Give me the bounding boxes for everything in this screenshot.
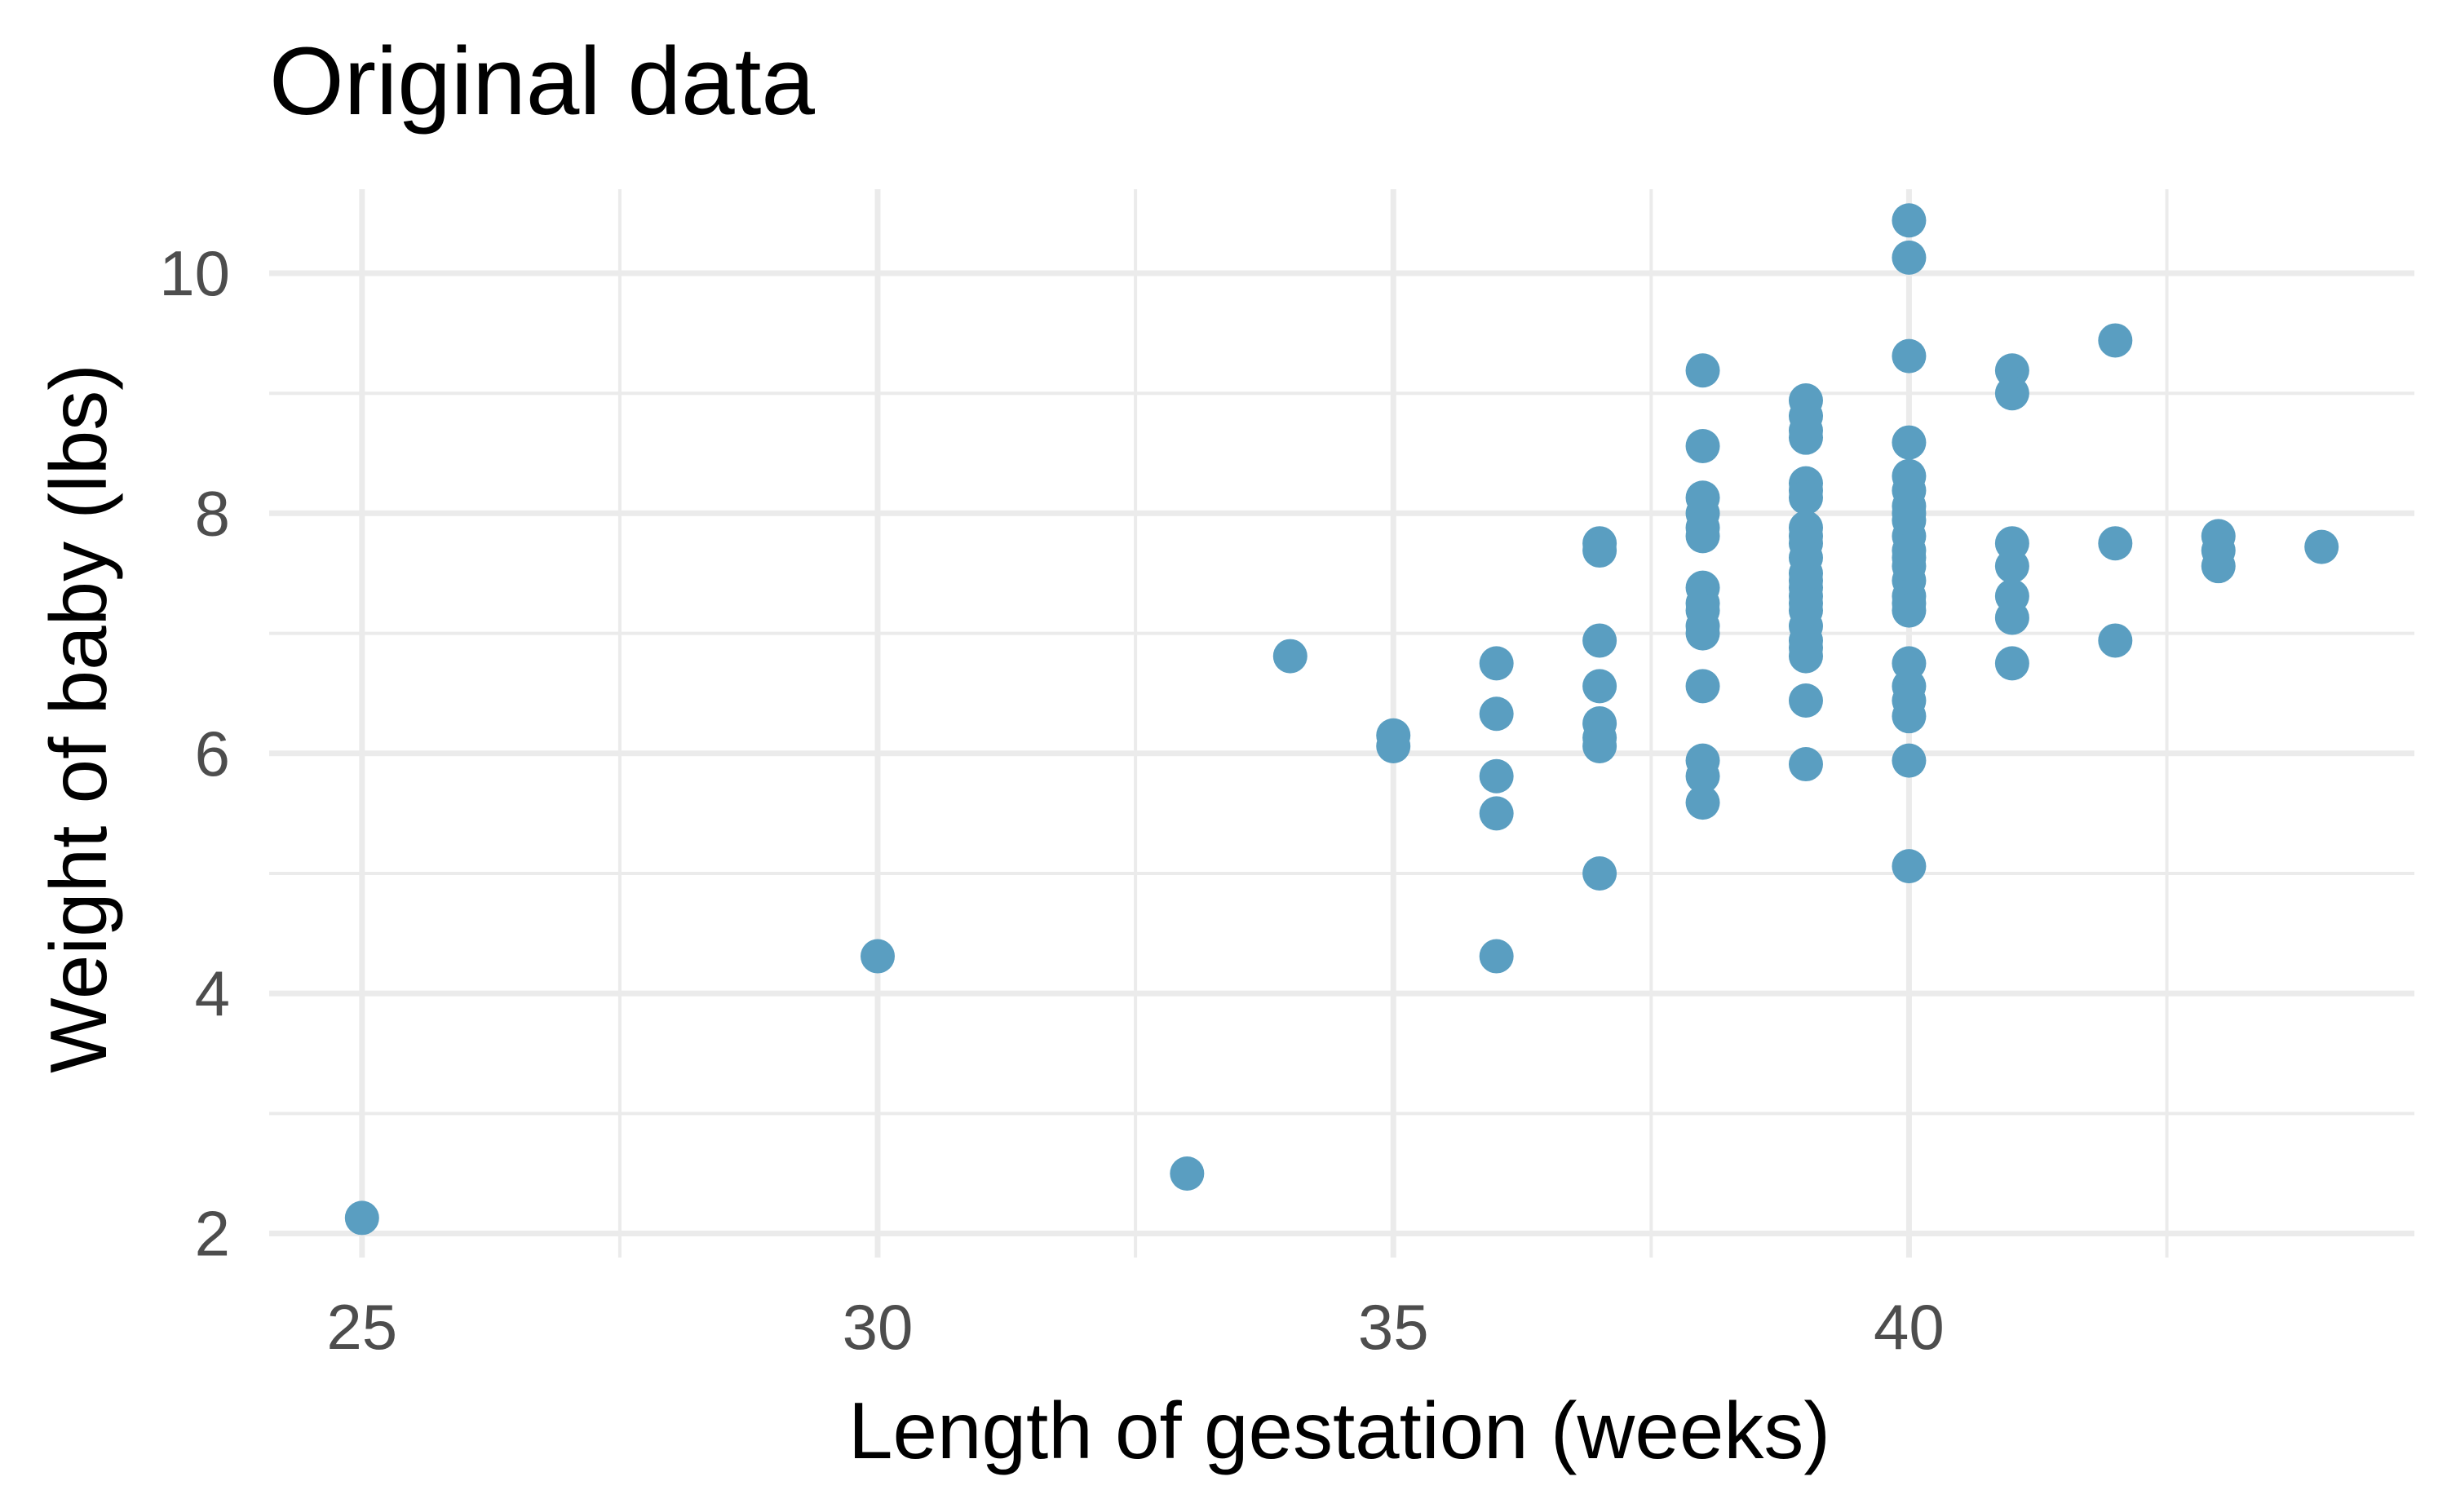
- data-point: [1582, 728, 1617, 763]
- y-tick-label: 6: [195, 718, 230, 789]
- data-point: [861, 939, 896, 974]
- data-points: [344, 203, 2339, 1236]
- data-point: [1582, 855, 1617, 891]
- data-point: [1685, 758, 1720, 794]
- data-point: [1994, 646, 2029, 681]
- data-point: [1582, 669, 1617, 704]
- x-axis-title: Length of gestation (weeks): [848, 1386, 1830, 1475]
- y-tick-label: 2: [195, 1198, 230, 1270]
- x-tick-label: 35: [1358, 1291, 1429, 1363]
- y-tick-label: 4: [195, 957, 230, 1029]
- data-point: [1582, 623, 1617, 658]
- data-point: [1892, 699, 1927, 734]
- data-point: [1685, 353, 1720, 388]
- x-tick-label: 25: [326, 1291, 397, 1363]
- data-point: [1892, 240, 1927, 275]
- data-point: [1788, 480, 1823, 515]
- data-point: [2098, 526, 2133, 561]
- data-point: [1582, 533, 1617, 568]
- data-point: [1788, 420, 1823, 455]
- data-point: [1272, 639, 1308, 674]
- data-point: [1479, 696, 1514, 732]
- data-point: [2098, 323, 2133, 358]
- data-point: [1685, 669, 1720, 704]
- data-point: [1892, 743, 1927, 778]
- data-point: [1170, 1156, 1205, 1191]
- y-tick-labels: 2 4 6 8 10: [159, 237, 230, 1270]
- data-point: [1685, 616, 1720, 651]
- data-point: [1479, 939, 1514, 974]
- data-point: [344, 1200, 379, 1236]
- x-tick-labels: 25 30 35 40: [326, 1291, 1944, 1363]
- data-point: [1479, 796, 1514, 831]
- y-tick-label: 10: [159, 237, 230, 309]
- data-point: [1788, 683, 1823, 718]
- data-point: [1685, 519, 1720, 554]
- data-point: [1479, 646, 1514, 681]
- data-point: [1788, 747, 1823, 782]
- chart-title: Original data: [269, 28, 815, 135]
- data-point: [2098, 623, 2133, 658]
- data-point: [1892, 593, 1927, 628]
- x-tick-label: 30: [843, 1291, 914, 1363]
- data-point: [2201, 549, 2236, 584]
- data-point: [1892, 849, 1927, 884]
- x-tick-label: 40: [1874, 1291, 1945, 1363]
- data-point: [1994, 549, 2029, 584]
- data-point: [1994, 376, 2029, 411]
- data-point: [1892, 425, 1927, 460]
- data-point: [1892, 338, 1927, 374]
- data-point: [1685, 428, 1720, 463]
- y-tick-label: 8: [195, 477, 230, 549]
- data-point: [2304, 529, 2339, 564]
- data-point: [1685, 785, 1720, 820]
- data-point: [1376, 728, 1411, 763]
- data-point: [1479, 758, 1514, 794]
- grid-lines: [269, 189, 2414, 1258]
- data-point: [1994, 600, 2029, 635]
- y-axis-title: Weight of baby (lbs): [33, 364, 123, 1073]
- data-point: [1788, 639, 1823, 674]
- data-point: [1892, 203, 1927, 238]
